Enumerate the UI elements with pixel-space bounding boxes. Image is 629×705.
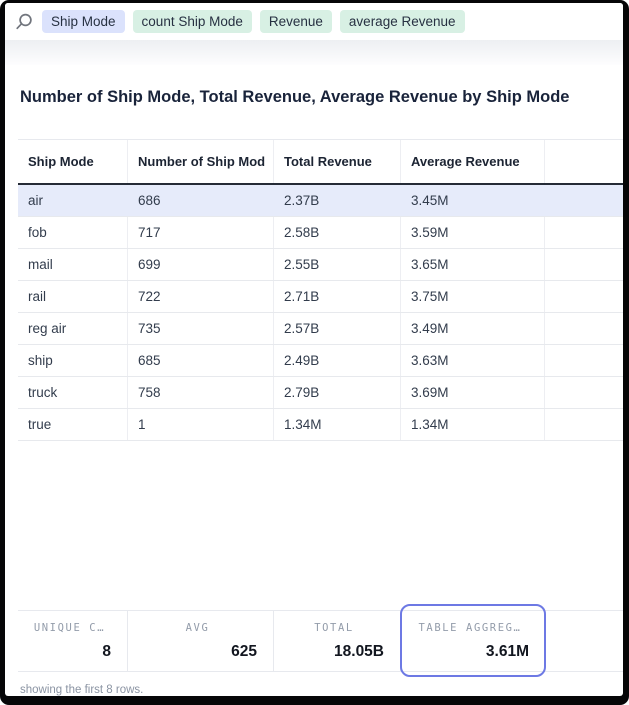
cell-empty [545,185,623,216]
cell-number-of-ship-mode: 717 [128,217,274,248]
stat-label: UNIQUE C… [33,622,106,634]
cell-total-revenue: 2.57B [274,313,401,344]
stat-label: TABLE AGGREG… [418,622,522,634]
cell-number-of-ship-mode: 686 [138,193,161,208]
column-header-total-revenue[interactable]: Total Revenue [274,140,401,183]
query-token-pill[interactable]: Revenue [259,10,332,33]
stat-value: 18.05B [334,643,384,660]
cell-ship-mode: truck [18,377,128,408]
search-icon[interactable] [14,12,34,32]
cell-average-revenue: 3.65M [401,249,545,280]
table-row[interactable]: fob 717 2.58B 3.59M [18,217,623,249]
cell-ship-mode: rail [18,281,128,312]
cell-ship-mode: ship [18,345,128,376]
summary-stat-card[interactable]: AVG 625 [128,611,274,671]
query-token-pill[interactable]: average Revenue [339,10,465,33]
cell-empty [545,409,623,440]
column-header-ship-mode[interactable]: Ship Mode [18,140,128,183]
spacer [18,441,623,610]
stat-value: 3.61M [485,643,529,660]
cell-total-revenue: 2.71B [274,281,401,312]
cell-number-of-ship-mode: 1 [128,409,274,440]
cell-ship-mode: true [18,409,128,440]
table-row[interactable]: mail 699 2.55B 3.65M [18,249,623,281]
cell-empty [545,281,623,312]
cell-ship-mode: reg air [18,313,128,344]
cell-total-revenue: 1.34M [274,409,401,440]
summary-stats-strip: UNIQUE C… 8 AVG 625 TOTAL 18.05B TABLE A… [18,604,623,677]
cell-ship-mode: fob [18,217,128,248]
cell-empty [545,377,623,408]
table-row[interactable]: ship 685 2.49B 3.63M [18,345,623,377]
cell-average-revenue: 3.49M [401,313,545,344]
stat-label: TOTAL [314,622,354,634]
result-panel: Number of Ship Mode, Total Revenue, Aver… [5,65,623,696]
stat-value: 625 [231,643,257,660]
cell-total-revenue: 2.79B [274,377,401,408]
topbar-shadow-band [5,40,623,65]
stats-cards: UNIQUE C… 8 AVG 625 TOTAL 18.05B TABLE A… [18,604,546,677]
results-table: Ship Mode Number of Ship Mod Total Reven… [18,139,623,441]
table-row[interactable]: reg air 735 2.57B 3.49M [18,313,623,345]
cell-average-revenue: 1.34M [401,409,545,440]
stat-label: AVG [185,622,210,634]
cell-empty [545,313,623,344]
query-token-pill[interactable]: Ship Mode [42,10,125,33]
cell-total-revenue: 2.49B [274,345,401,376]
app-surface: Ship Mode count Ship Mode Revenue averag… [5,3,623,696]
cell-average-revenue: 3.45M [411,193,449,208]
cell-average-revenue: 3.63M [401,345,545,376]
table-row[interactable]: truck 758 2.79B 3.69M [18,377,623,409]
summary-stat-card[interactable]: UNIQUE C… 8 [18,611,128,671]
summary-stat-card[interactable]: TOTAL 18.05B [274,611,401,671]
cell-average-revenue: 3.75M [401,281,545,312]
column-header-average-revenue[interactable]: Average Revenue [401,140,545,183]
table-row[interactable]: air 686 2.37B 3.45M [18,185,623,217]
summary-stat-card[interactable]: TABLE AGGREG… 3.61M [400,604,546,677]
table-body: air 686 2.37B 3.45M fob 717 2.58B 3.59M … [18,185,623,441]
cell-number-of-ship-mode: 735 [128,313,274,344]
cell-ship-mode: air [28,193,44,208]
cell-average-revenue: 3.69M [401,377,545,408]
cell-total-revenue: 2.37B [284,193,320,208]
cell-empty [545,345,623,376]
search-token-bar[interactable]: Ship Mode count Ship Mode Revenue averag… [5,3,623,40]
cell-empty [545,249,623,280]
column-header-number-of-ship-mode[interactable]: Number of Ship Mod [128,140,274,183]
cell-total-revenue: 2.58B [274,217,401,248]
table-row[interactable]: true 1 1.34M 1.34M [18,409,623,441]
focus-ring [400,604,546,677]
pill-list: Ship Mode count Ship Mode Revenue averag… [42,10,465,33]
cell-number-of-ship-mode: 758 [128,377,274,408]
cell-number-of-ship-mode: 722 [128,281,274,312]
table-header-row: Ship Mode Number of Ship Mod Total Reven… [18,139,623,185]
query-token-pill[interactable]: count Ship Mode [132,10,252,33]
row-count-note: showing the first 8 rows. [20,684,144,696]
cell-number-of-ship-mode: 699 [128,249,274,280]
cell-average-revenue: 3.59M [401,217,545,248]
table-row[interactable]: rail 722 2.71B 3.75M [18,281,623,313]
cell-empty [545,217,623,248]
cell-number-of-ship-mode: 685 [128,345,274,376]
stat-value: 8 [102,643,111,660]
cell-total-revenue: 2.55B [274,249,401,280]
cell-ship-mode: mail [18,249,128,280]
column-header-empty [545,140,623,183]
page-title: Number of Ship Mode, Total Revenue, Aver… [20,88,570,106]
